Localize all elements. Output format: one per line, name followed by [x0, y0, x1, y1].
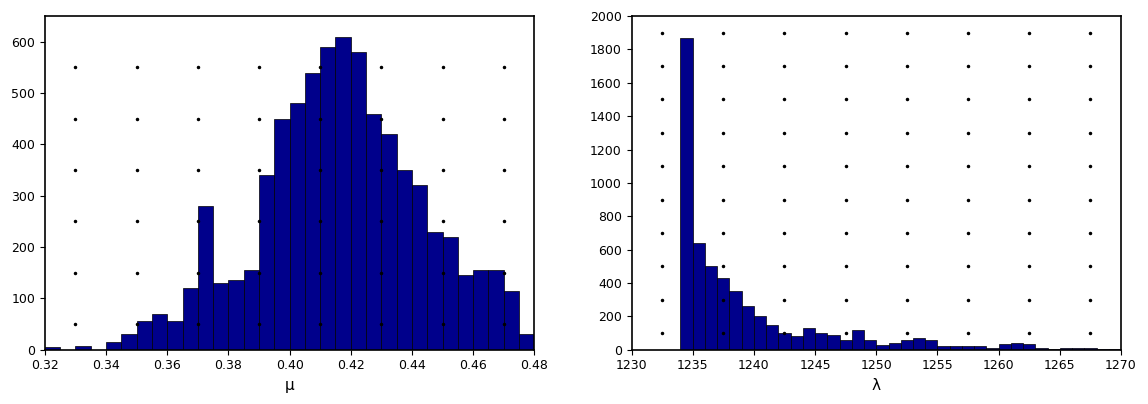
Bar — [791, 336, 802, 349]
Bar — [986, 348, 999, 349]
Bar — [243, 270, 259, 349]
Bar — [381, 134, 397, 349]
Bar — [938, 346, 949, 349]
Bar — [274, 119, 289, 349]
Bar — [876, 345, 889, 349]
Bar — [152, 314, 168, 349]
Bar — [183, 288, 197, 349]
Bar — [412, 185, 427, 349]
Bar — [692, 243, 705, 349]
Bar — [1011, 343, 1023, 349]
Bar — [351, 52, 366, 349]
Bar — [305, 73, 320, 349]
Bar — [889, 343, 901, 349]
Bar — [1023, 344, 1035, 349]
Bar — [742, 306, 754, 349]
Bar — [705, 266, 718, 349]
Bar — [999, 344, 1011, 349]
Bar — [828, 335, 839, 349]
Bar — [442, 237, 458, 349]
Bar — [289, 103, 305, 349]
Bar — [949, 346, 962, 349]
Bar — [864, 340, 876, 349]
Bar — [504, 290, 519, 349]
Bar — [122, 334, 137, 349]
Bar — [1060, 348, 1072, 349]
Bar — [45, 347, 60, 349]
Bar — [802, 328, 815, 349]
Bar — [754, 316, 766, 349]
Bar — [901, 340, 913, 349]
Bar — [839, 340, 852, 349]
Bar — [214, 283, 228, 349]
Bar — [766, 324, 778, 349]
X-axis label: μ: μ — [285, 378, 294, 393]
Bar — [815, 333, 828, 349]
Bar — [335, 37, 351, 349]
Bar — [168, 322, 183, 349]
Bar — [366, 114, 381, 349]
Bar — [137, 322, 152, 349]
Bar — [473, 270, 488, 349]
Bar — [197, 206, 214, 349]
Bar — [852, 330, 864, 349]
Bar — [1085, 348, 1096, 349]
Bar — [228, 280, 243, 349]
Bar — [778, 333, 791, 349]
Bar — [962, 346, 975, 349]
Bar — [76, 345, 91, 349]
Bar — [427, 231, 442, 349]
Bar — [718, 278, 729, 349]
Bar — [106, 342, 122, 349]
Bar — [681, 38, 692, 349]
Bar — [913, 338, 925, 349]
Bar — [925, 340, 938, 349]
X-axis label: λ: λ — [871, 378, 881, 393]
Bar — [975, 346, 986, 349]
Bar — [519, 334, 534, 349]
Bar — [1072, 348, 1085, 349]
Bar — [397, 170, 412, 349]
Bar — [458, 275, 473, 349]
Bar — [729, 291, 742, 349]
Bar — [488, 270, 504, 349]
Bar — [259, 175, 274, 349]
Bar — [320, 47, 335, 349]
Bar — [1035, 348, 1048, 349]
